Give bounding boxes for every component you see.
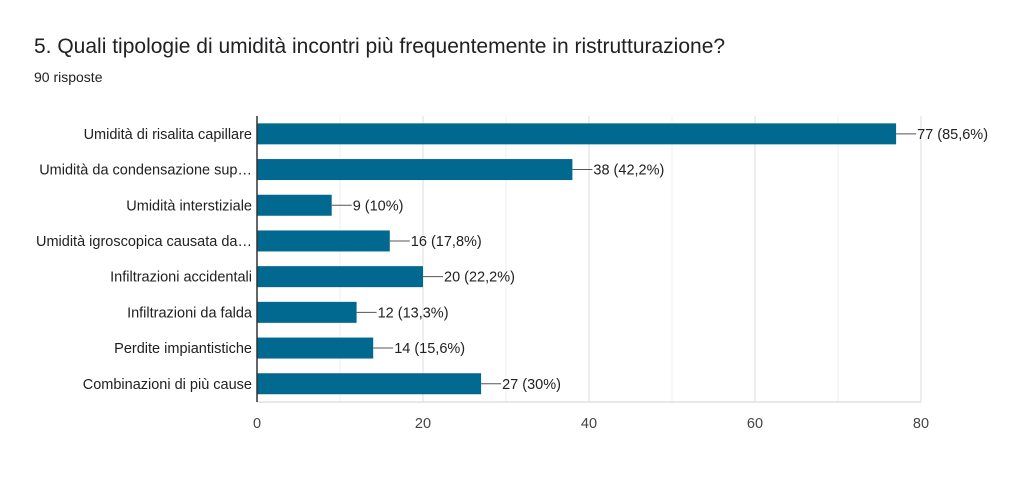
bar	[257, 230, 390, 252]
bar	[257, 266, 423, 288]
data-label: 14 (15,6%)	[394, 341, 465, 357]
x-tick-label: 40	[581, 416, 597, 432]
category-label: Infiltrazioni da falda	[127, 305, 253, 321]
x-tick-label: 20	[415, 416, 431, 432]
category-label: Perdite impiantistiche	[114, 341, 252, 357]
x-tick-label: 60	[747, 416, 763, 432]
bar	[257, 194, 332, 216]
x-tick-label: 80	[913, 416, 929, 432]
data-label: 20 (22,2%)	[444, 270, 515, 286]
data-label: 77 (85,6%)	[917, 127, 988, 143]
response-count: 90 risposte	[34, 69, 103, 85]
bar	[257, 373, 482, 395]
data-label: 16 (17,8%)	[411, 234, 482, 250]
data-label: 12 (13,3%)	[378, 305, 449, 321]
category-label: Umidità igroscopica causata da…	[36, 234, 252, 250]
category-label: Umidità interstiziale	[126, 198, 252, 214]
data-label: 27 (30%)	[502, 377, 561, 393]
data-label: 38 (42,2%)	[593, 163, 664, 179]
category-label: Umidità di risalita capillare	[84, 127, 252, 143]
category-label: Umidità da condensazione sup…	[39, 163, 252, 179]
bar	[257, 301, 357, 323]
x-tick-label: 0	[253, 416, 261, 432]
bar	[257, 159, 573, 181]
bar	[257, 123, 897, 145]
data-label: 9 (10%)	[353, 198, 404, 214]
category-label: Combinazioni di più cause	[83, 377, 252, 393]
category-label: Infiltrazioni accidentali	[110, 270, 252, 286]
bar	[257, 337, 374, 359]
question-title: 5. Quali tipologie di umidità incontri p…	[34, 35, 726, 58]
